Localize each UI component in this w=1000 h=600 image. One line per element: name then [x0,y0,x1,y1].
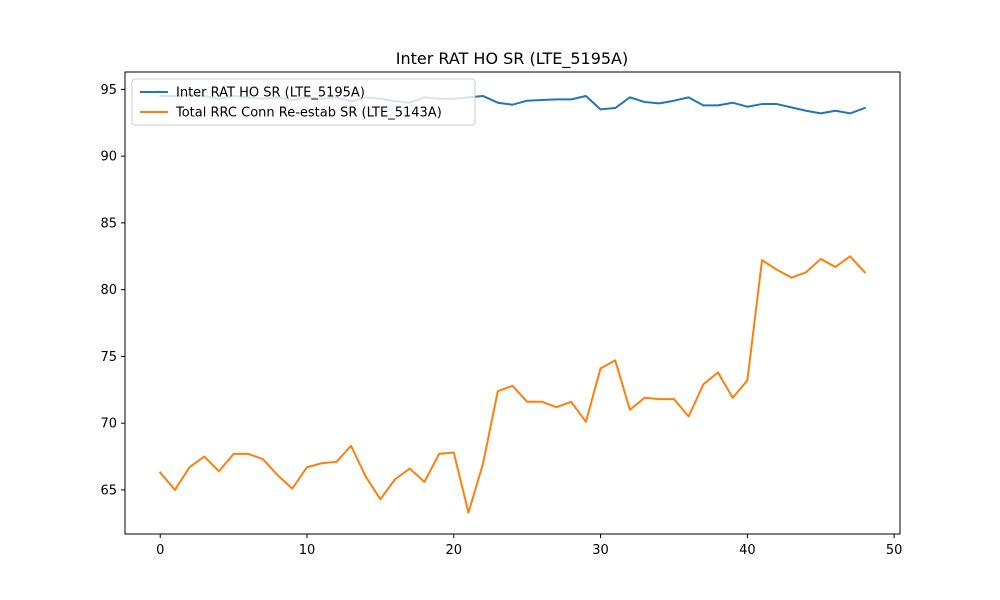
legend: Inter RAT HO SR (LTE_5195A) Total RRC Con… [131,78,476,126]
y-tick-label: 85 [100,216,117,231]
axes-layer: 0 10 20 30 40 50 65 70 75 80 85 90 95 [100,71,903,558]
x-tick-label: 30 [592,543,609,558]
y-tick-label: 70 [100,417,117,432]
axes-frame [124,71,901,535]
chart-title: Inter RAT HO SR (LTE_5195A) [396,49,628,69]
legend-label-1: Inter RAT HO SR (LTE_5195A) [176,86,365,101]
y-tick-label: 95 [100,83,117,98]
x-tick-label: 0 [156,543,164,558]
x-tick-label: 20 [446,543,463,558]
series-line-2 [158,255,867,514]
legend-box [131,78,476,126]
x-tick-label: 10 [299,543,316,558]
plot-area [125,72,900,534]
y-tick-label: 90 [100,150,117,165]
y-tick-label: 80 [100,283,117,298]
y-tick-label: 75 [100,350,117,365]
legend-label-2: Total RRC Conn Re-estab SR (LTE_5143A) [175,106,442,121]
x-tick-label: 40 [739,543,756,558]
x-tick-label: 50 [886,543,903,558]
plot-background [125,72,900,534]
y-tick-label: 65 [100,483,117,498]
